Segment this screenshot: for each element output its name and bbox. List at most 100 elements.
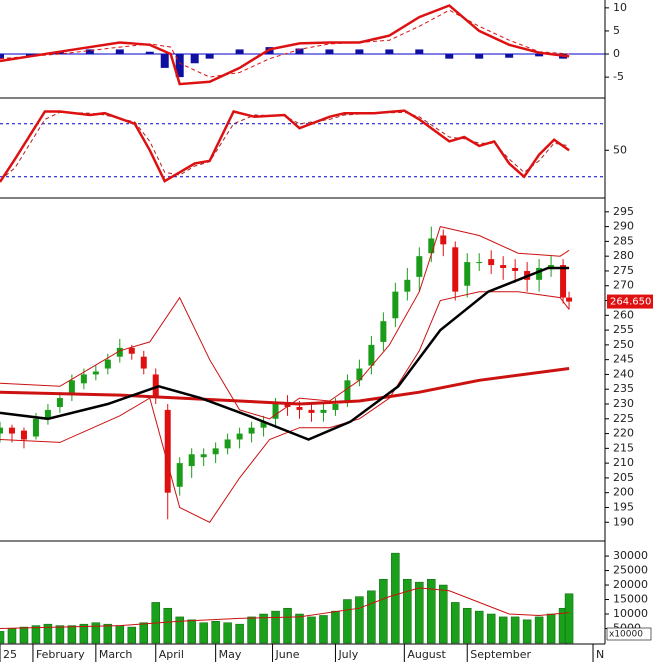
candle-body [356, 368, 363, 381]
y-tick-label: 260 [613, 308, 634, 321]
volume-bar [163, 607, 172, 644]
candle-body [452, 247, 459, 292]
histogram-bar [415, 49, 424, 55]
candle-body [332, 404, 339, 410]
histogram-bar [160, 54, 169, 68]
volume-bar [235, 623, 244, 644]
candle-body [476, 262, 483, 264]
candle-body [488, 259, 495, 266]
y-tick-label: 200 [613, 486, 634, 499]
histogram-bar [325, 49, 334, 55]
candle-body [560, 265, 567, 298]
histogram-bar [145, 51, 154, 55]
last-price-label: 264.650 [610, 297, 651, 308]
candle-body [404, 279, 411, 292]
volume-bar [415, 581, 424, 644]
y-tick-label: 50 [613, 143, 627, 156]
y-tick-label: 25000 [613, 564, 648, 577]
volume-bar [439, 584, 448, 644]
x-tick-label: July [337, 648, 358, 661]
y-tick-label: 270 [613, 279, 634, 292]
histogram-bar [475, 54, 484, 59]
x-tick-label: April [159, 648, 184, 661]
histogram-bar [235, 49, 244, 55]
candle-body [224, 439, 231, 449]
histogram-bar [355, 49, 364, 55]
volume-bar [31, 625, 41, 644]
histogram-bar [205, 54, 214, 59]
volume-bar [7, 628, 17, 644]
candle-body [380, 321, 387, 342]
x-tick-label: February [36, 648, 85, 661]
unit-label: x10000 [609, 630, 643, 640]
volume-bar [0, 631, 5, 644]
y-tick-label: 5 [613, 24, 620, 37]
candle-body [284, 404, 291, 407]
volume-bar [211, 621, 220, 644]
y-tick-label: 275 [613, 264, 634, 277]
volume-bar [19, 626, 29, 644]
histogram-bar [0, 54, 4, 59]
indicator-line [0, 109, 570, 183]
y-tick-label: 295 [613, 205, 634, 218]
volume-bar [223, 622, 232, 644]
candle-body [8, 427, 15, 434]
volume-bar [259, 613, 268, 644]
candle-body [566, 297, 573, 302]
candle-body [140, 356, 147, 369]
y-tick-label: 245 [613, 353, 634, 366]
histogram-bar [115, 49, 124, 55]
candle-body [260, 421, 267, 428]
last-price-box [607, 294, 653, 309]
volume-bar [391, 552, 400, 644]
y-tick-label: 290 [613, 220, 634, 233]
volume-bar [427, 578, 436, 644]
candle-body [548, 265, 555, 268]
candle-body [68, 380, 75, 396]
candle-body [416, 256, 423, 277]
histogram-bar [175, 54, 184, 78]
x-tick-label: 25 [3, 648, 17, 661]
histogram-bar [295, 48, 304, 55]
y-tick-label: 240 [613, 367, 634, 380]
candle-body [116, 347, 123, 357]
candle-body [56, 398, 63, 407]
candle-body [188, 454, 195, 467]
y-tick-label: 30000 [613, 549, 648, 562]
volume-bar [522, 619, 532, 644]
candle-body [320, 409, 327, 413]
unit-box [606, 627, 652, 641]
candle-body [272, 404, 279, 419]
candle-body [308, 409, 315, 413]
volume-bar [187, 619, 196, 644]
histogram-bar [445, 54, 454, 59]
volume-bar [295, 613, 304, 644]
candle-body [32, 418, 39, 437]
y-tick-label: 255 [613, 323, 634, 336]
volume-bar [307, 616, 316, 644]
volume-bar [103, 623, 113, 644]
y-tick-label: 285 [613, 234, 634, 247]
volume-bar [55, 625, 65, 644]
y-tick-label: 10000 [613, 607, 648, 620]
volume-bar [175, 616, 184, 644]
volume-bar [115, 625, 125, 644]
y-tick-label: 205 [613, 471, 634, 484]
x-tick-label: September [470, 648, 531, 661]
y-tick-label: 15000 [613, 593, 648, 606]
volume-bar [367, 590, 376, 644]
candle-body [20, 430, 27, 440]
candle-body [104, 359, 111, 369]
y-tick-label: -5 [613, 70, 624, 83]
y-tick-label: 210 [613, 456, 634, 469]
candle-body [440, 235, 447, 245]
volume-bar [343, 599, 352, 644]
volume-bar [43, 623, 53, 644]
candle-body [296, 406, 303, 410]
candle-body [80, 374, 87, 384]
volume-bar [379, 578, 388, 644]
candle-body [212, 448, 219, 455]
y-tick-label: 0 [613, 47, 620, 60]
indicator-line [0, 367, 570, 406]
volume-bar [79, 623, 89, 644]
